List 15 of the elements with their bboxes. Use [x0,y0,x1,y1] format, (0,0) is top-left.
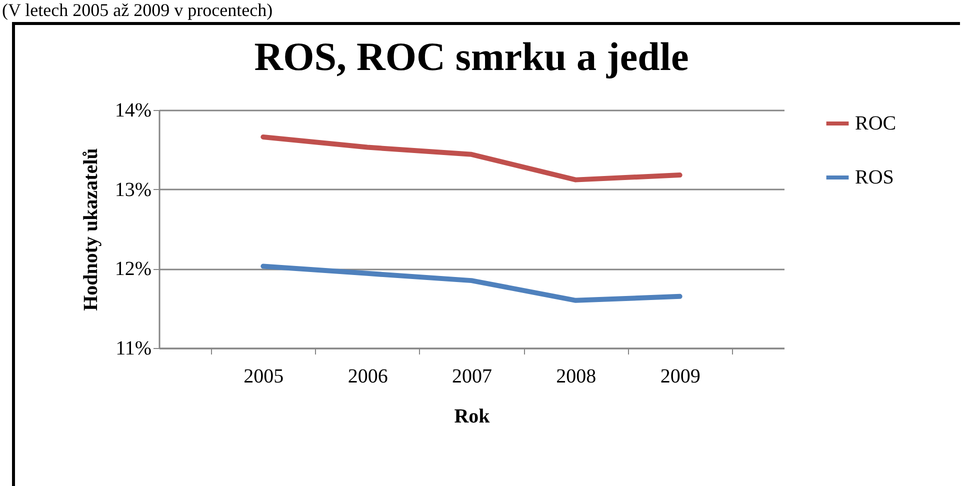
y-tick-label: 11% [116,338,152,360]
x-tick-label: 2009 [660,366,700,388]
chart-title: ROS, ROC smrku a jedle [254,34,689,79]
y-tick-label: 14% [114,100,152,122]
y-tick-label: 12% [114,258,152,280]
x-tick-label: 2008 [556,366,596,388]
x-tick-label: 2007 [452,366,492,388]
x-tick-label: 2006 [348,366,388,388]
x-tick-label: 2005 [244,366,284,388]
legend-label: ROC [855,112,896,134]
legend-label: ROS [855,166,894,188]
y-tick-label: 13% [114,178,152,201]
text: (V letech 2005 až 2009 v procentech) [2,0,273,20]
y-axis-title: Hodnoty ukazatelů [80,148,102,311]
x-axis-title: Rok [454,406,491,428]
